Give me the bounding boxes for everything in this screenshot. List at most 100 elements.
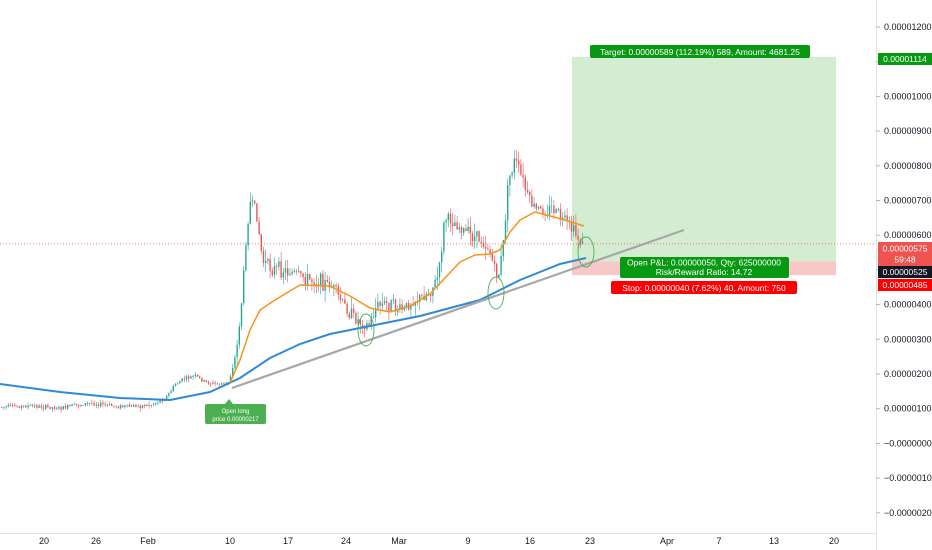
y-tick-label: 0.00000100 [884, 404, 932, 414]
candle-body [9, 404, 12, 406]
candle-body [155, 402, 157, 405]
y-tick-label: 0.00000200 [884, 369, 932, 379]
ratio-label-text: Risk/Reward Ratio: 14.72 [656, 267, 753, 277]
candle-body [12, 405, 14, 406]
candle-body [58, 406, 60, 409]
candle-body [133, 405, 135, 407]
candle-body [196, 374, 199, 377]
candle-body [97, 404, 100, 407]
candle-body [392, 299, 394, 301]
trend-line[interactable] [231, 228, 685, 390]
candle-body [460, 227, 463, 233]
candle-body [284, 268, 287, 273]
y-tick-label: 0.00001000 [884, 91, 932, 101]
candle-body [122, 405, 124, 408]
candle-body [394, 299, 397, 312]
candle-body [458, 227, 460, 230]
candle-body [401, 304, 403, 310]
bounce-ellipse-3[interactable] [577, 236, 595, 268]
candle-body [480, 241, 482, 243]
candle-body [300, 271, 302, 274]
candle-body [434, 279, 436, 288]
stop-price-tag: 0.00000485 [878, 279, 932, 291]
candle-body [298, 271, 300, 272]
candle-body [115, 406, 117, 407]
bounce-ellipse-1[interactable] [357, 313, 375, 347]
candle-body [454, 222, 456, 227]
candle-body [518, 161, 520, 165]
candle-body [383, 301, 386, 304]
time-axis[interactable]: 20 26 Feb 10 17 24 Mar 9 16 23 Apr 7 13 20 [39, 536, 839, 546]
candle-body [113, 405, 115, 407]
candle-body [139, 405, 141, 409]
pnl-label[interactable]: Open P&L: 0.00000050, Qty: 625000000 Ris… [620, 257, 789, 278]
candle-body [199, 376, 201, 378]
candle-body [419, 294, 421, 302]
candle-body [529, 191, 531, 196]
candle-body [359, 319, 361, 325]
bounce-ellipse-2[interactable] [487, 276, 505, 310]
candle-body [344, 299, 346, 304]
candle-body [339, 294, 342, 300]
open-long-note[interactable]: Open long price 0.00000217 [205, 399, 266, 424]
candle-body [443, 222, 445, 252]
candle-body [447, 213, 449, 221]
candle-body [491, 253, 493, 261]
candle-body [23, 405, 25, 407]
candle-body [75, 403, 78, 406]
candle-body [542, 208, 544, 215]
candle-body [381, 303, 383, 306]
candle-body [62, 406, 64, 410]
candle-body [150, 405, 152, 406]
candle-body [27, 405, 29, 408]
candle-body [476, 231, 478, 237]
candle-body [577, 235, 579, 240]
candle-body [291, 271, 293, 274]
candle-body [500, 256, 502, 275]
candle-body [469, 226, 471, 234]
candle-body [421, 294, 423, 296]
candle-body [482, 242, 485, 247]
candle-body [14, 405, 16, 407]
candle-body [254, 200, 256, 204]
candle-body [152, 404, 155, 406]
y-tick-label: −0.00000000 [884, 438, 932, 448]
note-line-1: Open long [222, 409, 250, 415]
candle-body [306, 274, 309, 285]
candle-body [117, 406, 119, 409]
candle-body [135, 405, 137, 407]
candle-body [478, 231, 480, 242]
candle-body [273, 265, 276, 275]
candle-body [427, 293, 430, 295]
candle-body [456, 222, 458, 230]
candles-group [1, 149, 584, 413]
candle-body [218, 383, 221, 385]
candle-body [159, 400, 161, 403]
candle-body [489, 249, 491, 254]
stop-price-tag-text: 0.00000485 [883, 280, 928, 290]
candle-body [185, 376, 188, 380]
candle-body [36, 405, 38, 408]
candle-body [372, 317, 375, 318]
candle-body [564, 215, 566, 218]
candle-body [93, 403, 95, 406]
candle-body [555, 209, 557, 214]
candle-body [513, 158, 515, 173]
pnl-label-text: Open P&L: 0.00000050, Qty: 625000000 [627, 258, 781, 268]
candle-body [194, 374, 196, 376]
target-label[interactable]: Target: 0.00000589 (112.19%) 589, Amount… [590, 45, 810, 58]
candle-body [212, 382, 214, 384]
stop-label[interactable]: Stop: 0.00000040 (7.62%) 40, Amount: 750 [611, 281, 797, 294]
candle-body [485, 246, 487, 249]
y-tick-label: 0.00000900 [884, 126, 932, 136]
profit-zone[interactable] [572, 56, 836, 262]
candle-body [302, 273, 304, 278]
candle-body [141, 405, 144, 409]
note-line-2: price 0.00000217 [212, 417, 259, 423]
x-tick-label: 13 [769, 536, 779, 546]
candle-body [18, 406, 20, 408]
candle-body [245, 245, 247, 271]
candle-body [201, 377, 203, 382]
candle-body [34, 405, 36, 407]
